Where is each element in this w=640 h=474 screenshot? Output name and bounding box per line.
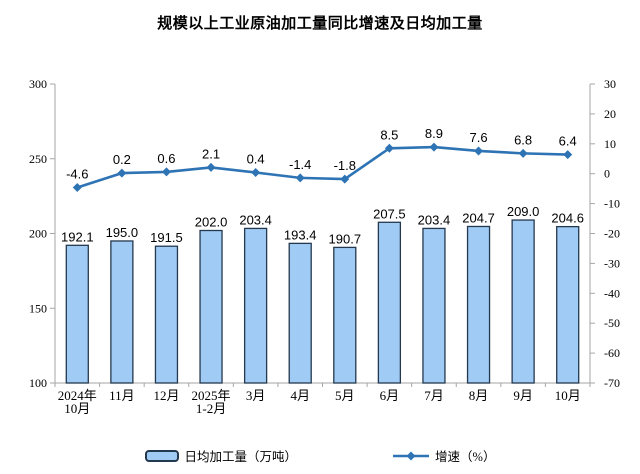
bar-value-label: 190.7	[329, 231, 362, 246]
bar-value-label: 192.1	[61, 229, 94, 244]
right-axis-tick-label: 30	[604, 77, 616, 91]
x-axis-label: 9月	[513, 388, 533, 403]
x-axis-label: 2024年 10月	[58, 388, 97, 416]
bar	[556, 225, 580, 384]
bar-value-label: 202.0	[195, 215, 228, 230]
x-axis-label: 11月	[109, 388, 135, 403]
line-value-label: 0.6	[157, 151, 175, 166]
line-value-label: 0.2	[113, 152, 131, 167]
right-axis-tick-label: -20	[604, 227, 620, 241]
bar	[422, 227, 446, 384]
right-axis-tick-label: 0	[604, 167, 610, 181]
bar-value-label: 204.7	[462, 210, 495, 225]
bar	[333, 246, 357, 384]
bar-value-label: 193.4	[284, 227, 317, 242]
line-marker	[384, 143, 394, 153]
bar-value-label: 204.6	[551, 211, 584, 226]
bar-swatch-icon	[144, 449, 179, 462]
x-axis-label: 2025年 1-2月	[192, 388, 231, 416]
line-marker	[518, 148, 528, 158]
right-axis-tick-label: -10	[604, 197, 620, 211]
legend: 日均加工量（万吨） 增速（%）	[0, 446, 640, 465]
line-marker	[206, 162, 216, 172]
x-axis-label: 8月	[469, 388, 489, 403]
line-marker	[161, 167, 171, 177]
bar-value-label: 209.0	[507, 204, 540, 219]
bar	[511, 219, 535, 384]
line-marker	[340, 174, 350, 184]
right-axis-tick-label: -70	[604, 376, 620, 390]
line-marker	[563, 150, 573, 160]
right-axis-tick-label: -60	[604, 346, 620, 360]
x-axis-label: 6月	[380, 388, 400, 403]
left-axis-tick-label: 200	[29, 227, 47, 241]
line-marker	[251, 168, 261, 178]
line-value-label: 6.4	[559, 134, 577, 149]
chart-title: 规模以上工业原油加工量同比增速及日均加工量	[157, 15, 483, 32]
left-axis-tick-label: 150	[29, 301, 47, 315]
bar-value-label: 195.0	[106, 225, 139, 240]
line-marker	[117, 168, 127, 178]
x-axis-label: 3月	[246, 388, 266, 403]
x-axis-label: 10月	[555, 388, 581, 403]
bar	[154, 245, 179, 384]
bar-value-label: 207.5	[373, 206, 406, 221]
bar	[466, 225, 491, 384]
bar	[110, 240, 134, 384]
left-axis-tick-label: 250	[29, 152, 47, 166]
line-marker	[474, 146, 484, 156]
line-value-label: 8.5	[380, 127, 398, 142]
line-value-label: -4.6	[66, 166, 88, 181]
line-value-label: 6.8	[514, 132, 532, 147]
x-axis-label: 5月	[335, 388, 355, 403]
line-value-label: 8.9	[425, 126, 443, 141]
growth-line-series: -4.6 0.2 0.6 2.1 0.4 -1.4 -1.8 8.5 8.9 7.6 6.8 6.4	[66, 126, 577, 192]
bar-value-label: 203.4	[418, 212, 451, 227]
left-axis-tick-label: 300	[29, 77, 47, 91]
growth-line	[76, 145, 568, 189]
line-marker	[295, 173, 305, 183]
legend-item-line: 增速（%）	[393, 446, 495, 465]
x-axis-label: 4月	[290, 388, 310, 403]
bar-value-label: 191.5	[150, 230, 183, 245]
right-axis-tick-label: -40	[604, 286, 620, 300]
line-value-label: 2.1	[202, 146, 220, 161]
right-axis-tick-label: -50	[604, 316, 620, 330]
line-value-label: 0.4	[247, 152, 265, 167]
legend-item-bars: 日均加工量（万吨）	[144, 446, 298, 465]
bar	[199, 229, 223, 384]
bar-value-label: 203.4	[239, 212, 272, 227]
right-axis-tick-label: -30	[604, 256, 620, 270]
line-marker	[72, 182, 82, 192]
bars-series: 192.1 195.0 191.5 202.0 203.4 193.4 190.7 207.5…	[61, 204, 584, 384]
bar	[288, 242, 312, 384]
line-marker	[429, 142, 439, 152]
line-value-label: -1.8	[334, 158, 356, 173]
line-value-label: 7.6	[470, 130, 488, 145]
line-swatch-icon	[393, 451, 430, 460]
legend-label-bars: 日均加工量（万吨）	[184, 450, 298, 464]
line-value-label: -1.4	[289, 157, 311, 172]
x-axis-label: 7月	[424, 388, 444, 403]
bar	[243, 227, 268, 384]
legend-label-line: 增速（%）	[435, 450, 496, 464]
bar	[377, 221, 402, 384]
x-axis-label: 12月	[153, 388, 179, 403]
right-axis-tick-label: 10	[604, 137, 616, 151]
right-axis-tick-label: 20	[604, 107, 616, 121]
bar	[65, 244, 89, 384]
left-axis-tick-label: 100	[29, 376, 47, 390]
